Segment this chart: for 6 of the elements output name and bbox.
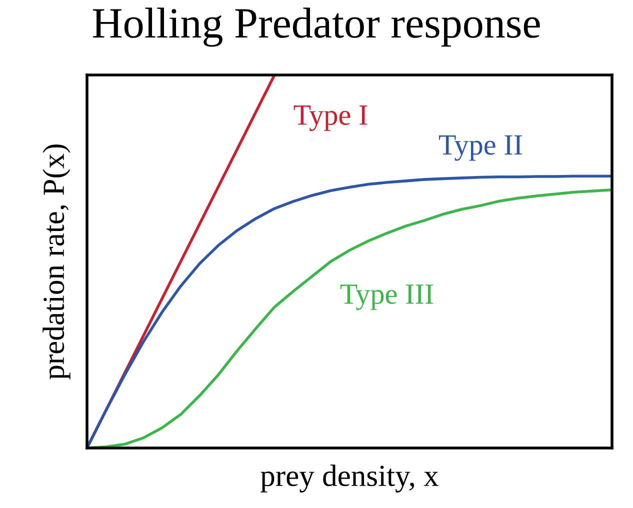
x-axis-title: prey density, x	[260, 464, 439, 492]
chart-title: Holling Predator response	[92, 8, 540, 47]
series-label: Type I	[294, 106, 368, 131]
series-label: Type II	[438, 135, 522, 161]
y-axis-title: predation rate, P(x)	[42, 144, 70, 380]
series-label: Type III	[340, 284, 434, 310]
